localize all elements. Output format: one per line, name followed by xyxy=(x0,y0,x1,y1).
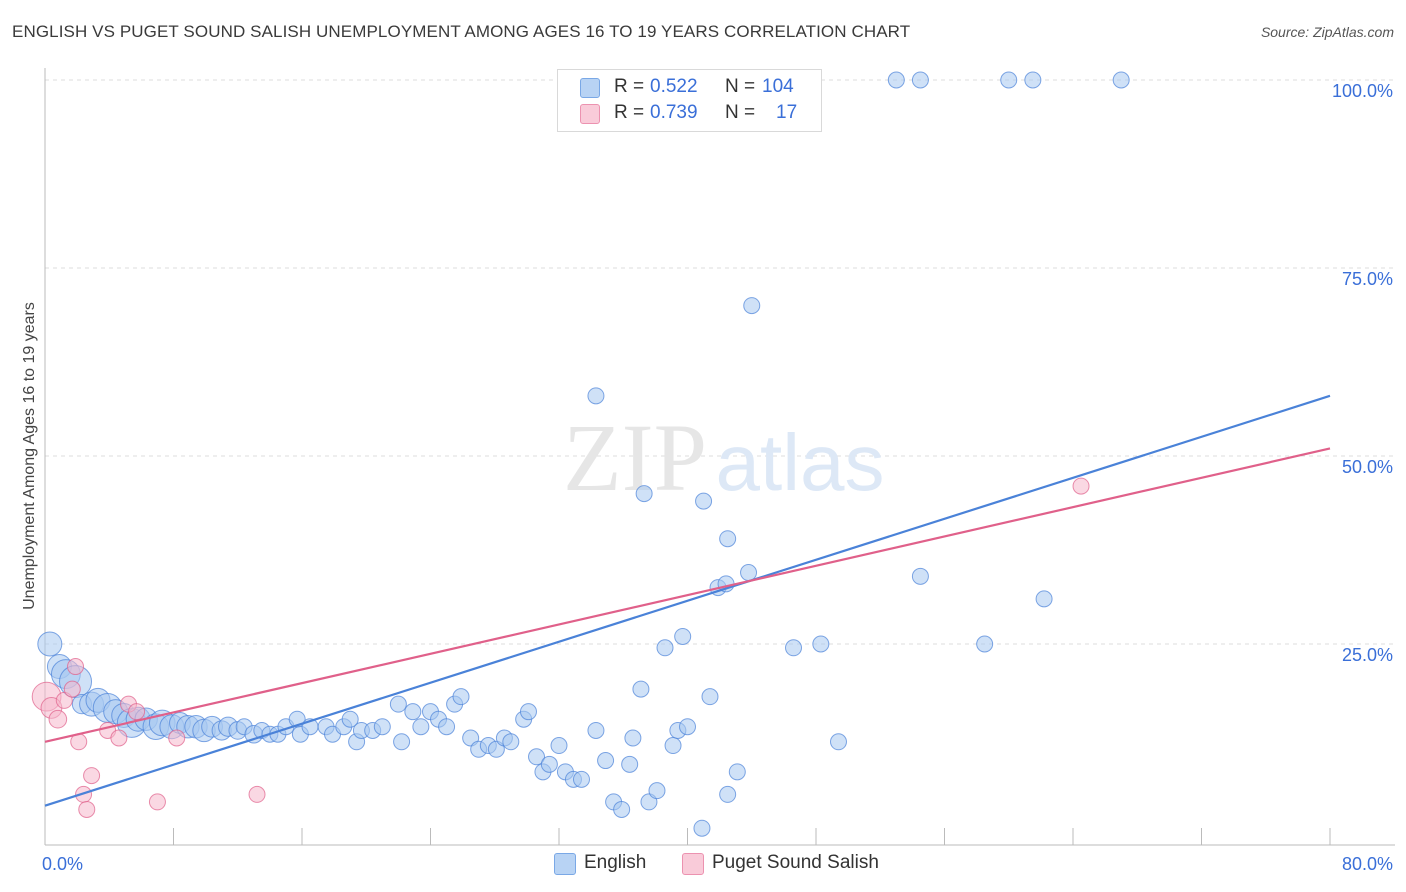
english-point xyxy=(587,387,605,405)
watermark-zip: ZIP xyxy=(563,404,707,511)
trendline-salish xyxy=(44,447,1331,743)
english-point xyxy=(976,635,994,653)
salish-point xyxy=(148,793,166,811)
english-point xyxy=(389,695,407,713)
salish-point xyxy=(48,709,68,729)
english-point xyxy=(373,718,391,736)
english-point xyxy=(1024,71,1042,89)
source-credit: Source: ZipAtlas.com xyxy=(1260,24,1394,40)
english-point xyxy=(587,721,605,739)
english-point xyxy=(648,782,666,800)
english-point xyxy=(728,763,746,781)
english-point xyxy=(911,567,929,585)
legend-n-value: 104 xyxy=(762,76,794,97)
english-point xyxy=(695,492,713,510)
legend-r-label: R = xyxy=(614,102,645,123)
english-point xyxy=(452,688,470,706)
english-point xyxy=(812,635,830,653)
english-point xyxy=(550,737,568,755)
english-point xyxy=(701,688,719,706)
bottom-swatch-english xyxy=(554,853,576,875)
english-points xyxy=(37,71,1130,837)
watermark-atlas: atlas xyxy=(716,418,885,507)
legend-n-label: N = xyxy=(725,102,756,123)
bottom-legend-label: Puget Sound Salish xyxy=(712,852,879,873)
tick-labels: 25.0% 50.0% 75.0% 100.0% 0.0% 80.0% xyxy=(42,81,1393,874)
trendlines xyxy=(44,394,1331,807)
stats-legend: R = 0.522 N = 104 R = 0.739 N = 17 xyxy=(557,69,822,132)
english-point xyxy=(674,627,692,645)
english-point xyxy=(519,703,537,721)
legend-r-label: R = xyxy=(614,76,645,97)
english-point xyxy=(740,564,758,582)
watermark: ZIP atlas xyxy=(563,404,884,511)
english-point xyxy=(635,485,653,503)
gridlines xyxy=(45,79,1395,645)
salish-point xyxy=(78,800,96,818)
y-tick-label: 75.0% xyxy=(1342,269,1393,289)
x-tick-label: 80.0% xyxy=(1342,854,1393,874)
english-point xyxy=(341,710,359,728)
bottom-legend-label: English xyxy=(584,852,647,873)
english-point xyxy=(1112,71,1130,89)
english-point xyxy=(597,752,615,770)
english-point xyxy=(679,718,696,736)
english-point xyxy=(37,631,63,657)
english-point xyxy=(632,680,650,698)
y-tick-label: 100.0% xyxy=(1332,81,1393,101)
english-point xyxy=(1035,590,1053,608)
y-tick-label: 50.0% xyxy=(1342,457,1393,477)
legend-swatch-english xyxy=(580,78,600,98)
salish-point xyxy=(67,658,85,676)
legend-r-value: 0.522 xyxy=(650,76,698,97)
english-point xyxy=(664,737,682,755)
english-point xyxy=(887,71,905,89)
salish-point xyxy=(63,680,81,698)
y-tick-label: 25.0% xyxy=(1342,645,1393,665)
x-tick-label: 0.0% xyxy=(42,854,83,874)
english-point xyxy=(412,718,430,736)
english-point xyxy=(393,733,411,751)
salish-point xyxy=(248,785,266,803)
salish-point xyxy=(128,703,146,721)
trendline-english xyxy=(44,394,1331,807)
english-point xyxy=(785,639,803,657)
chart-title: ENGLISH VS PUGET SOUND SALISH UNEMPLOYME… xyxy=(12,22,911,41)
salish-point xyxy=(1072,477,1090,495)
legend-swatch-salish xyxy=(580,104,600,124)
english-point xyxy=(656,639,674,657)
english-point xyxy=(438,718,456,736)
english-point xyxy=(1000,71,1018,89)
english-point xyxy=(719,785,737,803)
english-point xyxy=(624,729,642,747)
english-point xyxy=(829,733,847,751)
english-point xyxy=(502,733,520,751)
english-point xyxy=(693,819,711,837)
english-point xyxy=(404,703,422,721)
english-point xyxy=(621,755,639,773)
english-point xyxy=(719,530,737,548)
english-point xyxy=(572,770,590,788)
salish-point xyxy=(110,729,128,747)
bottom-swatch-salish xyxy=(682,853,704,875)
english-point xyxy=(613,800,631,818)
legend-n-label: N = xyxy=(725,76,756,97)
english-point xyxy=(528,748,546,766)
english-point xyxy=(540,755,558,773)
legend-r-value: 0.739 xyxy=(650,102,698,123)
salish-points xyxy=(31,477,1090,818)
legend-n-value: 17 xyxy=(776,102,798,123)
english-point xyxy=(911,71,929,89)
salish-point xyxy=(168,729,186,747)
salish-point xyxy=(83,767,101,785)
english-point xyxy=(743,297,761,315)
